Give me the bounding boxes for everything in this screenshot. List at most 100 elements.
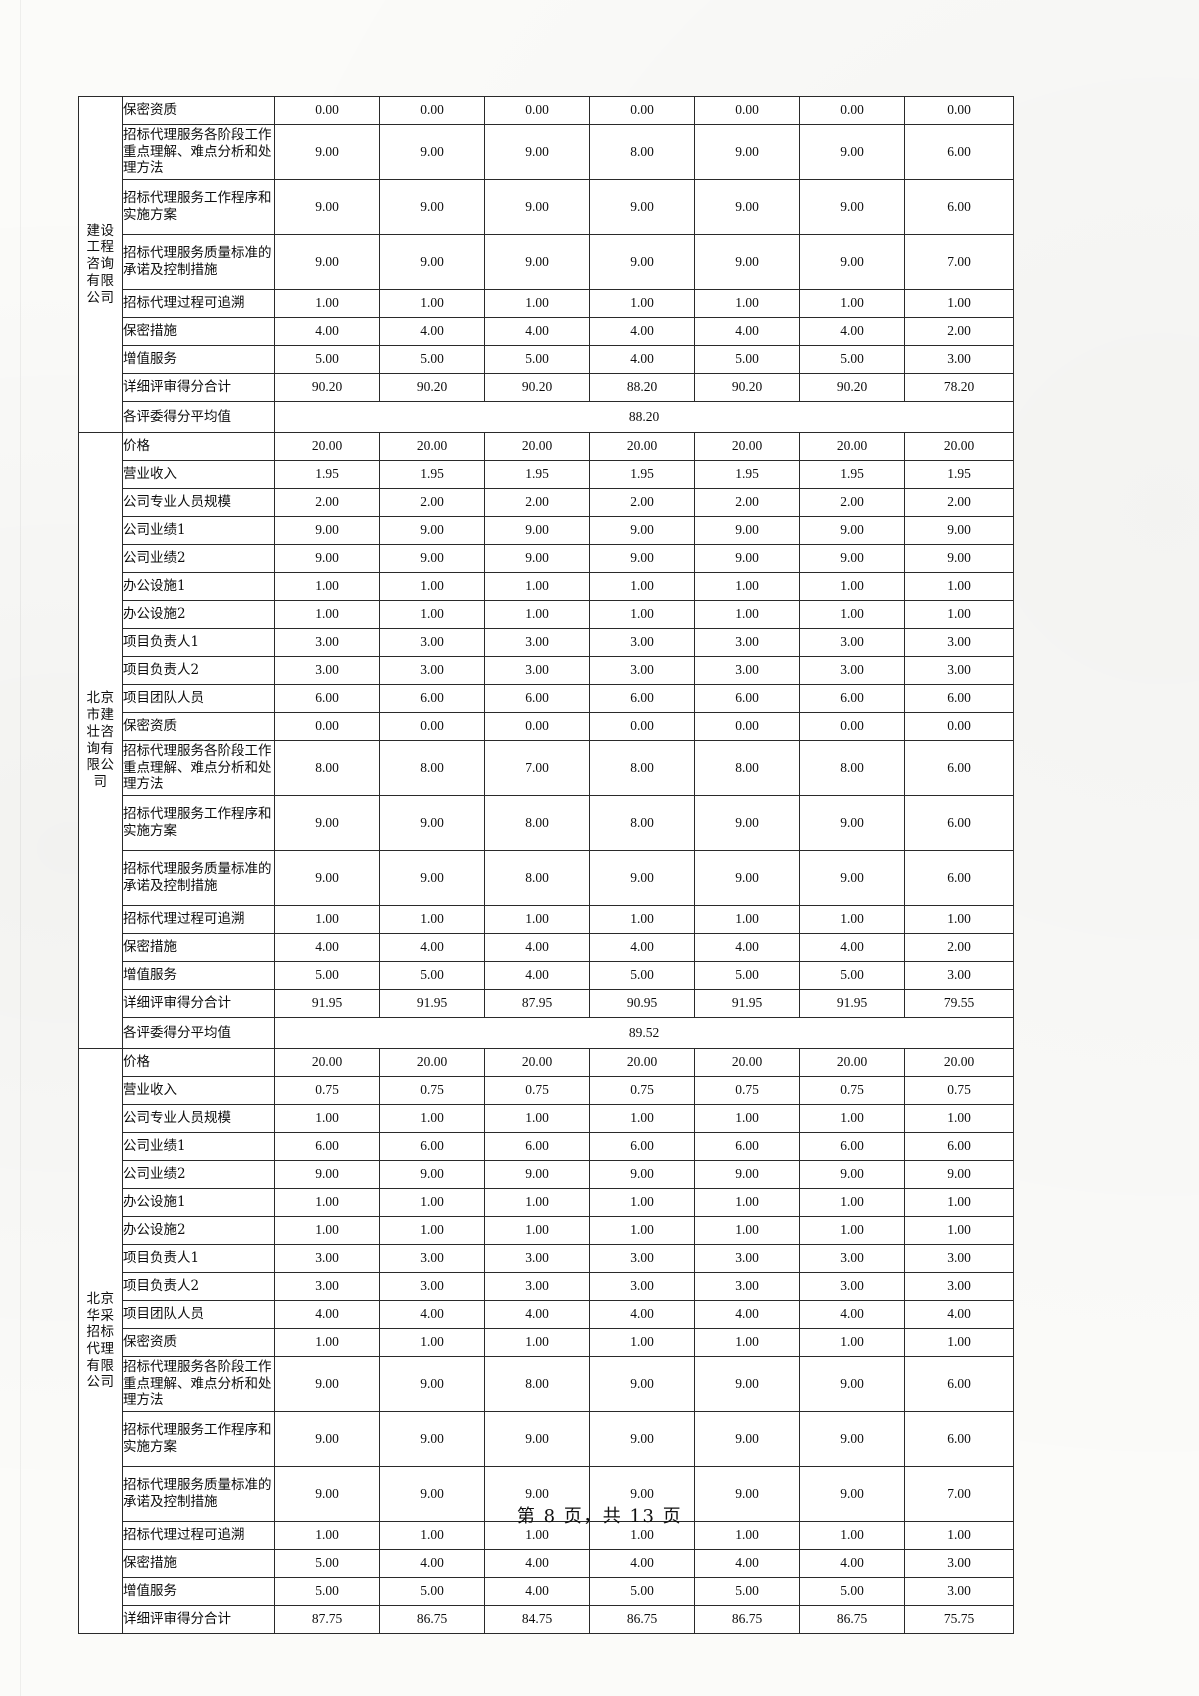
- score-cell: 9.00: [379, 124, 485, 180]
- score-cell: 2.00: [379, 488, 485, 517]
- score-cell: 9.00: [274, 1356, 380, 1412]
- score-cell: 2.00: [589, 488, 695, 517]
- score-cell: 4.00: [799, 1549, 905, 1578]
- score-cell: 1.00: [799, 1216, 905, 1245]
- score-cell: 1.00: [694, 600, 800, 629]
- score-cell: 9.00: [799, 1356, 905, 1412]
- score-cell: 9.00: [799, 1466, 905, 1522]
- table-row: 公司专业人员规模 1.00 1.00 1.00 1.00 1.00 1.00 1.00: [79, 1104, 1014, 1133]
- score-cell: 9.00: [694, 234, 800, 290]
- score-cell: 5.00: [379, 1577, 485, 1606]
- score-cell: 1.00: [274, 600, 380, 629]
- score-cell: 1.00: [379, 1216, 485, 1245]
- score-cell: 86.75: [379, 1605, 485, 1634]
- score-cell: 9.00: [274, 516, 380, 545]
- score-cell: 4.00: [274, 1300, 380, 1329]
- score-cell: 20.00: [274, 432, 380, 461]
- score-cell: 4.00: [379, 1300, 485, 1329]
- score-cell: 3.00: [799, 1244, 905, 1273]
- criterion-label-cell: 招标代理服务质量标准的承诺及控制措施: [122, 1466, 275, 1522]
- score-cell: 1.00: [589, 1104, 695, 1133]
- score-cell: 5.00: [274, 345, 380, 374]
- score-cell: 20.00: [484, 1048, 590, 1077]
- table-row: 招标代理服务各阶段工作重点理解、难点分析和处理方法 8.00 8.00 7.00 8.0…: [79, 740, 1014, 796]
- score-cell: 0.00: [379, 96, 485, 125]
- score-cell: 90.95: [589, 989, 695, 1018]
- score-cell: 9.00: [799, 179, 905, 235]
- score-cell: 9.00: [589, 850, 695, 906]
- score-cell: 2.00: [484, 488, 590, 517]
- score-cell: 1.00: [799, 289, 905, 318]
- score-cell: 4.00: [484, 1549, 590, 1578]
- score-cell: 8.00: [694, 740, 800, 796]
- score-cell: 1.00: [694, 1216, 800, 1245]
- score-cell: 4.00: [484, 933, 590, 962]
- score-cell: 1.00: [484, 1216, 590, 1245]
- score-cell: 6.00: [274, 1132, 380, 1161]
- score-cell: 4.00: [589, 1549, 695, 1578]
- score-cell: 90.20: [379, 373, 485, 402]
- score-cell: 8.00: [484, 850, 590, 906]
- score-cell: 4.00: [694, 1549, 800, 1578]
- evaluation-score-table-container: 建设 工程 咨询 有限 公司 保密资质 0.00 0.00 0.00 0.00 0.00 0.00 0.…: [78, 96, 1014, 1634]
- score-cell: 4.00: [799, 317, 905, 346]
- score-cell: 5.00: [799, 345, 905, 374]
- company-name-line: 招标: [86, 1324, 115, 1341]
- page-edge-line: [20, 0, 21, 1696]
- score-cell: 3.00: [379, 656, 485, 685]
- score-cell: 8.00: [274, 740, 380, 796]
- table-row: 招标代理服务工作程序和实施方案 9.00 9.00 9.00 9.00 9.00 9.00 6…: [79, 1411, 1014, 1467]
- score-cell: 20.00: [904, 432, 1014, 461]
- score-cell: 1.00: [379, 600, 485, 629]
- score-cell: 20.00: [589, 432, 695, 461]
- page-footer: 第 8 页，共 13 页: [516, 1506, 683, 1527]
- score-cell: 1.95: [799, 460, 905, 489]
- score-cell: 0.00: [589, 96, 695, 125]
- criterion-label-cell: 招标代理服务工作程序和实施方案: [122, 1411, 275, 1467]
- score-cell: 3.00: [484, 628, 590, 657]
- score-cell: 6.00: [904, 1132, 1014, 1161]
- score-cell: 9.00: [799, 124, 905, 180]
- criterion-label-cell: 增值服务: [122, 1577, 275, 1606]
- score-cell: 1.00: [589, 289, 695, 318]
- score-cell: 4.00: [379, 317, 485, 346]
- table-row: 公司业绩1 6.00 6.00 6.00 6.00 6.00 6.00 6.00: [79, 1132, 1014, 1161]
- score-cell: 9.00: [484, 516, 590, 545]
- score-cell: 1.00: [589, 1328, 695, 1357]
- score-cell: 5.00: [799, 1577, 905, 1606]
- score-cell: 0.75: [799, 1076, 905, 1105]
- score-cell: 3.00: [799, 656, 905, 685]
- company-name-line: 华采: [86, 1307, 115, 1324]
- score-cell: 20.00: [379, 432, 485, 461]
- score-cell: 9.00: [379, 516, 485, 545]
- score-cell: 4.00: [589, 933, 695, 962]
- score-cell: 5.00: [694, 1577, 800, 1606]
- score-cell: 9.00: [274, 1411, 380, 1467]
- score-cell: 6.00: [904, 740, 1014, 796]
- score-cell: 1.00: [904, 600, 1014, 629]
- score-cell: 7.00: [484, 740, 590, 796]
- score-cell: 6.00: [694, 684, 800, 713]
- company-name-cell: 建设 工程 咨询 有限 公司: [78, 96, 123, 433]
- table-row: 保密措施 4.00 4.00 4.00 4.00 4.00 4.00 2.00: [79, 933, 1014, 962]
- table-row: 公司业绩2 9.00 9.00 9.00 9.00 9.00 9.00 9.00: [79, 544, 1014, 573]
- average-label-cell: 各评委得分平均值: [122, 1017, 275, 1049]
- score-cell: 9.00: [799, 544, 905, 573]
- score-cell: 5.00: [589, 1577, 695, 1606]
- score-cell: 9.00: [694, 516, 800, 545]
- score-cell: 5.00: [274, 961, 380, 990]
- score-cell: 3.00: [484, 656, 590, 685]
- criterion-label-cell: 保密资质: [122, 96, 275, 125]
- score-cell: 9.00: [379, 1160, 485, 1189]
- score-cell: 1.00: [379, 905, 485, 934]
- score-cell: 9.00: [379, 179, 485, 235]
- score-cell: 8.00: [589, 795, 695, 851]
- score-cell: 6.00: [904, 124, 1014, 180]
- score-cell: 1.00: [904, 1104, 1014, 1133]
- table-row: 保密资质 1.00 1.00 1.00 1.00 1.00 1.00 1.00: [79, 1328, 1014, 1357]
- score-cell: 87.75: [274, 1605, 380, 1634]
- score-cell: 86.75: [589, 1605, 695, 1634]
- company-name-line: 壮咨: [86, 723, 115, 740]
- score-cell: 9.00: [589, 179, 695, 235]
- criterion-label-cell: 办公设施1: [122, 572, 275, 601]
